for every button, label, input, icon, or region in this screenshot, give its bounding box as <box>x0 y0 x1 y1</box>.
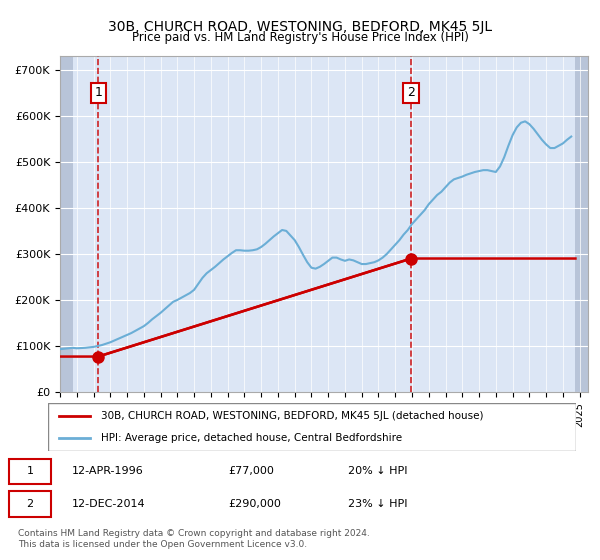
Text: 12-DEC-2014: 12-DEC-2014 <box>72 500 146 510</box>
Text: This data is licensed under the Open Government Licence v3.0.: This data is licensed under the Open Gov… <box>18 540 307 549</box>
Text: £77,000: £77,000 <box>228 466 274 477</box>
Bar <box>575 56 588 392</box>
Text: HPI: Average price, detached house, Central Bedfordshire: HPI: Average price, detached house, Cent… <box>101 433 402 443</box>
Text: 2: 2 <box>407 86 415 99</box>
FancyBboxPatch shape <box>48 403 576 451</box>
Text: 23% ↓ HPI: 23% ↓ HPI <box>348 500 407 510</box>
Bar <box>60 56 73 392</box>
Text: Contains HM Land Registry data © Crown copyright and database right 2024.: Contains HM Land Registry data © Crown c… <box>18 529 370 538</box>
Text: 30B, CHURCH ROAD, WESTONING, BEDFORD, MK45 5JL: 30B, CHURCH ROAD, WESTONING, BEDFORD, MK… <box>108 20 492 34</box>
Text: 12-APR-1996: 12-APR-1996 <box>72 466 144 477</box>
Text: 30B, CHURCH ROAD, WESTONING, BEDFORD, MK45 5JL (detached house): 30B, CHURCH ROAD, WESTONING, BEDFORD, MK… <box>101 411 484 421</box>
Text: 1: 1 <box>94 86 102 99</box>
Text: 20% ↓ HPI: 20% ↓ HPI <box>348 466 407 477</box>
Text: 2: 2 <box>26 500 34 510</box>
Text: 1: 1 <box>26 466 34 477</box>
Text: £290,000: £290,000 <box>228 500 281 510</box>
FancyBboxPatch shape <box>9 459 51 484</box>
FancyBboxPatch shape <box>9 492 51 517</box>
Text: Price paid vs. HM Land Registry's House Price Index (HPI): Price paid vs. HM Land Registry's House … <box>131 31 469 44</box>
